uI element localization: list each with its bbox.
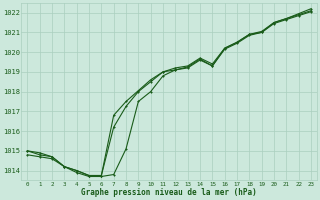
X-axis label: Graphe pression niveau de la mer (hPa): Graphe pression niveau de la mer (hPa) <box>81 188 257 197</box>
